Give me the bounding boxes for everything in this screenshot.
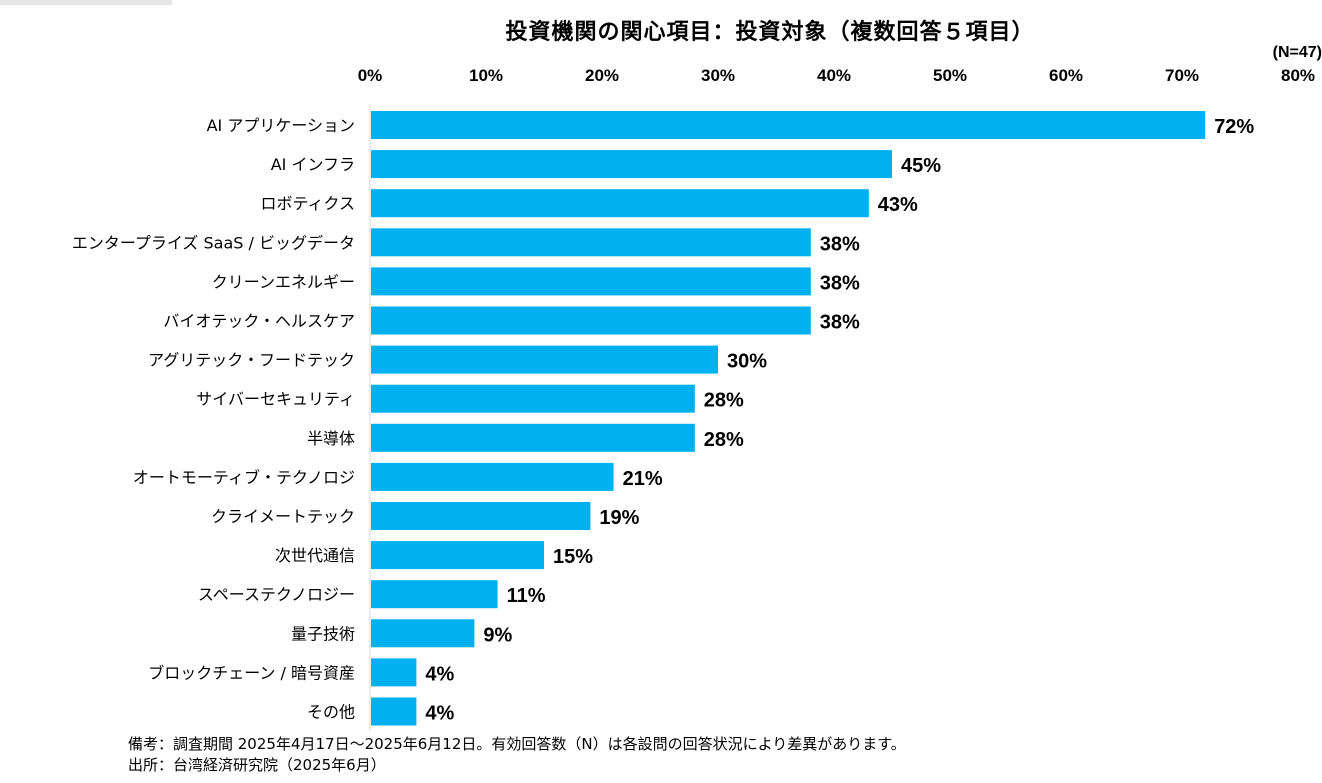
value-label: 45% xyxy=(901,155,941,177)
x-tick-label: 80% xyxy=(1281,66,1315,85)
bar xyxy=(371,189,869,218)
value-label: 30% xyxy=(727,351,767,373)
bar xyxy=(371,580,498,609)
category-label: バイオテック・ヘルスケア xyxy=(163,312,355,331)
bar xyxy=(371,345,718,374)
value-label: 4% xyxy=(425,663,454,685)
bar xyxy=(371,150,892,179)
bar xyxy=(371,697,417,726)
x-tick-label: 60% xyxy=(1049,66,1083,85)
category-label: ブロックチェーン / 暗号資産 xyxy=(148,663,355,682)
bar xyxy=(371,619,475,648)
x-tick-label: 30% xyxy=(701,66,735,85)
x-tick-label: 50% xyxy=(933,66,967,85)
category-label: 半導体 xyxy=(307,429,355,448)
category-label: 次世代通信 xyxy=(275,546,355,565)
category-label: AI インフラ xyxy=(271,155,355,174)
bar xyxy=(371,502,591,530)
bar xyxy=(371,462,614,491)
category-label: アグリテック・フードテック xyxy=(148,351,355,370)
bar xyxy=(371,111,1206,139)
x-tick-label: 40% xyxy=(817,66,851,85)
bar xyxy=(371,306,811,335)
top-strip xyxy=(0,0,172,5)
value-label: 38% xyxy=(820,233,860,255)
value-label: 43% xyxy=(878,194,918,216)
value-label: 72% xyxy=(1214,116,1254,138)
value-label: 11% xyxy=(507,585,546,607)
category-label: 量子技術 xyxy=(291,624,355,643)
bar xyxy=(371,541,544,570)
x-tick-label: 0% xyxy=(358,66,383,85)
x-tick-label: 70% xyxy=(1165,66,1199,85)
remark-note: 備考：調査期間 2025年4月17日～2025年6月12日。有効回答数（N）は各… xyxy=(128,735,906,753)
value-label: 38% xyxy=(820,272,860,294)
value-label: 4% xyxy=(425,703,454,725)
category-label: オートモーティブ・テクノロジ xyxy=(133,468,355,487)
value-label: 28% xyxy=(704,390,744,412)
value-label: 21% xyxy=(623,468,663,490)
bar xyxy=(371,658,417,687)
bar xyxy=(371,267,811,296)
source-note: 出所：台湾経済研究院（2025年6月） xyxy=(128,756,386,774)
value-label: 28% xyxy=(704,429,744,451)
chart-title: 投資機関の関心項目：投資対象（複数回答５項目） xyxy=(505,20,1035,45)
category-label: その他 xyxy=(307,703,355,722)
x-tick-label: 20% xyxy=(585,66,619,85)
bar xyxy=(371,384,695,413)
bar xyxy=(371,228,811,257)
category-label: スペーステクノロジー xyxy=(198,585,355,604)
category-label: クリーンエネルギー xyxy=(212,272,355,291)
category-label: AI アプリケーション xyxy=(207,116,355,135)
category-label: サイバーセキュリティ xyxy=(196,390,355,409)
value-label: 15% xyxy=(553,546,593,568)
x-tick-label: 10% xyxy=(469,66,503,85)
sample-size-label: (N=47) xyxy=(1272,44,1322,61)
category-label: ロボティクス xyxy=(260,194,355,213)
category-label: エンタープライズ SaaS / ビッグデータ xyxy=(72,233,355,252)
value-label: 38% xyxy=(820,312,860,334)
value-label: 19% xyxy=(599,507,639,529)
bar xyxy=(371,423,695,452)
category-label: クライメートテック xyxy=(211,507,355,526)
value-label: 9% xyxy=(483,624,512,646)
